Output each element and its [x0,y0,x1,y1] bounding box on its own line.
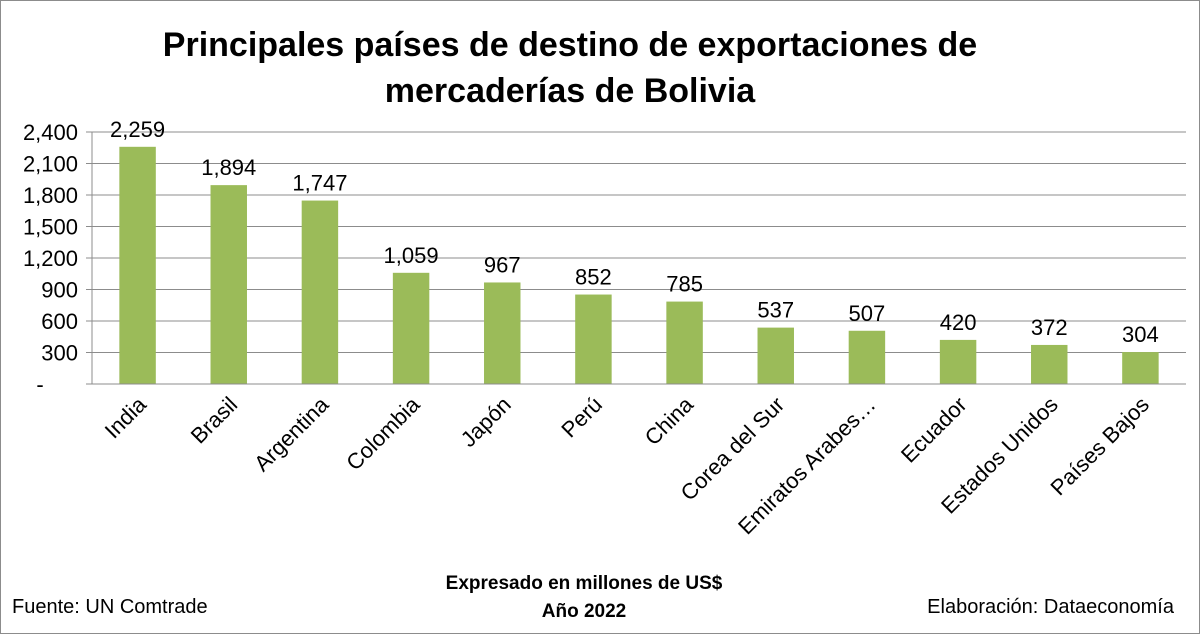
credit-text: Elaboración: Dataeconomía [927,596,1174,618]
x-tick-label: Ecuador [896,392,972,468]
y-tick-label: 600 [41,309,78,334]
x-tick-label: Países Bajos [1045,392,1153,500]
bar [939,339,977,384]
y-tick-label: - [36,372,43,397]
chart-title-line-1: Principales países de destino de exporta… [162,26,978,64]
bar [1031,344,1068,384]
data-label: 507 [849,301,886,326]
x-tick-label: Perú [556,392,607,443]
year-note: Año 2022 [541,601,627,622]
data-label: 304 [1122,322,1159,347]
chart-note: Expresado en millones de US$ Año 2022 [0,570,1168,626]
bar [210,185,247,384]
bar [666,301,703,384]
data-label: 537 [757,298,794,323]
x-tick-label: Argentina [249,391,334,476]
data-label: 1,747 [292,171,347,196]
y-tick-label: 1,500 [23,215,78,240]
bar [575,294,612,384]
y-tick-label: 900 [41,278,78,303]
axes [86,131,1186,385]
y-tick-label: 2,400 [23,120,78,145]
x-tick-label: India [100,391,152,443]
bar [1122,352,1159,384]
gridlines [92,131,1186,353]
data-label: 2,259 [110,117,165,142]
data-label: 1,059 [384,243,439,268]
unit-note: Expresado en millones de US$ [445,573,723,594]
data-label: 785 [666,272,703,297]
x-tick-label: Brasil [186,392,243,449]
bar [848,330,886,384]
bar [301,200,339,384]
data-label: 852 [575,265,612,290]
bar [484,282,521,384]
chart-title-line-2: mercaderías de Bolivia [384,72,756,110]
data-label: 1,894 [201,155,256,180]
x-tick-label: Colombia [341,391,425,475]
bar [757,327,794,384]
data-label: 967 [484,252,521,277]
bar [119,146,156,384]
data-label: 420 [940,310,977,335]
x-tick-label: China [640,391,699,450]
x-tick-label: Japón [456,392,516,452]
bars [119,146,1159,384]
y-tick-label: 2,100 [23,152,78,177]
bar [392,272,430,384]
data-label: 372 [1031,315,1068,340]
y-tick-label: 1,200 [23,246,78,271]
y-tick-label: 300 [41,341,78,366]
y-tick-label: 1,800 [23,183,78,208]
source-text: Fuente: UN Comtrade [12,596,208,618]
chart-title: Principales países de destino de exporta… [0,22,1140,114]
